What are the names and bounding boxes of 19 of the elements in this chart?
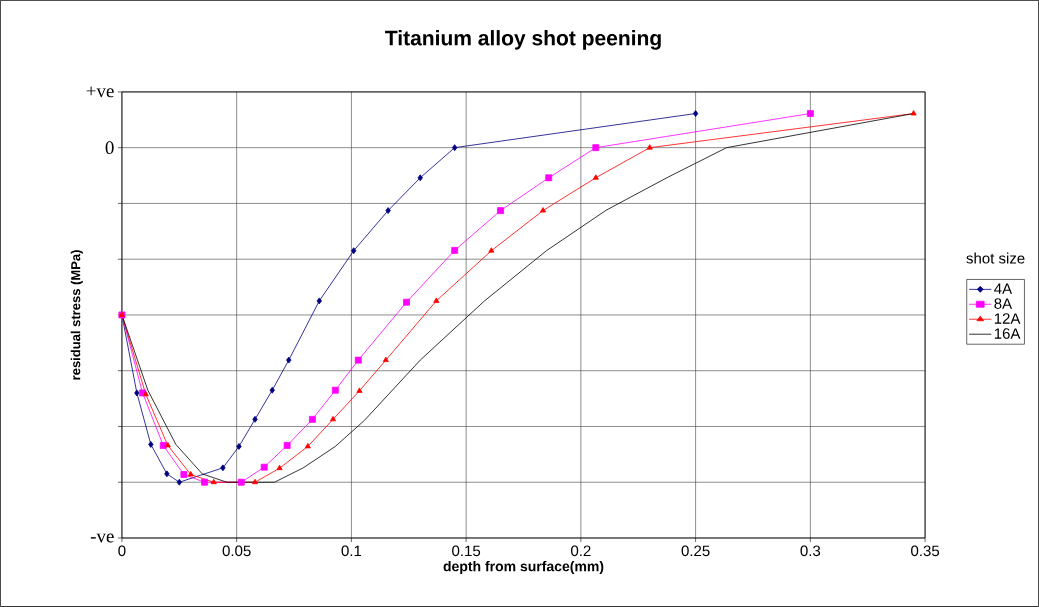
x-tick-label: 0.25 xyxy=(681,545,710,557)
x-tick-label: 0.3 xyxy=(800,545,821,557)
chart-title: Titanium alloy shot peening xyxy=(385,30,661,50)
x-tick-label: 0.05 xyxy=(222,545,251,557)
x-tick-label: 0.35 xyxy=(911,545,940,557)
legend-label: 16A xyxy=(994,328,1021,339)
text: -ve xyxy=(90,533,114,543)
x-tick-label: 0.1 xyxy=(341,545,362,557)
legend-label: 12A xyxy=(994,313,1021,324)
x-tick-label: 0.15 xyxy=(452,545,481,557)
legend-title: shot size xyxy=(966,252,1025,264)
x-tick-label: 0.2 xyxy=(571,545,591,557)
text: +ve xyxy=(86,86,114,98)
y-axis-title: residual stress (MPa) xyxy=(70,250,83,380)
x-tick-label: 0 xyxy=(118,545,126,557)
legend-label: 4A xyxy=(994,283,1013,294)
legend-label: 8A xyxy=(994,298,1013,309)
text: 0 xyxy=(105,141,114,155)
x-axis-title: depth from surface(mm) xyxy=(443,561,604,575)
